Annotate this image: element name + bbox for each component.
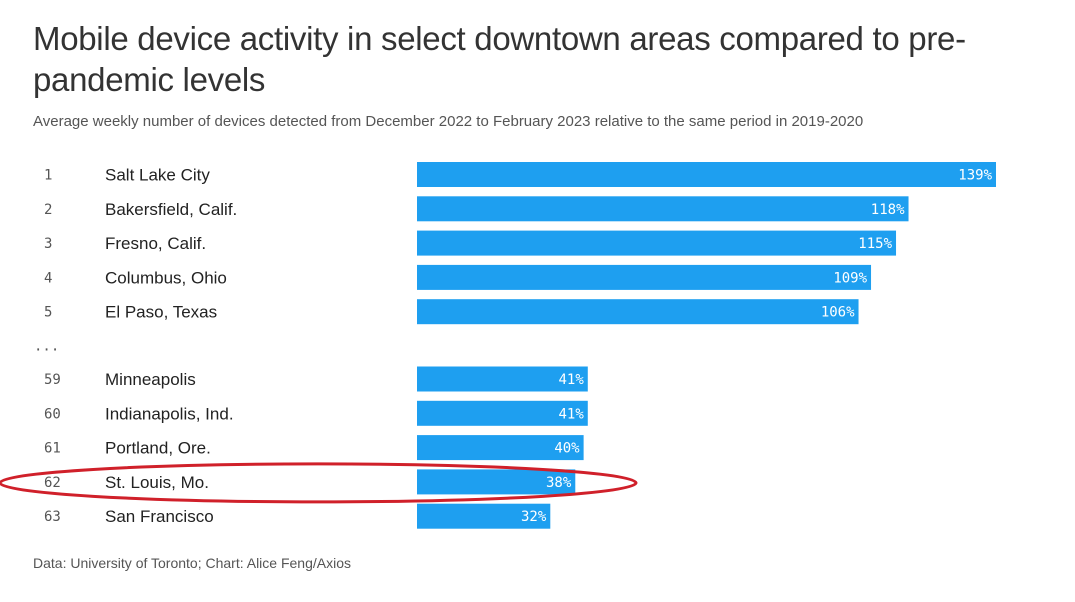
rank-label: 61 bbox=[44, 441, 61, 457]
rank-label: 60 bbox=[44, 406, 61, 422]
bar bbox=[417, 503, 551, 529]
ellipsis-label: ... bbox=[34, 339, 59, 355]
bar bbox=[417, 264, 872, 290]
bar bbox=[417, 162, 996, 187]
rank-label: 59 bbox=[44, 372, 61, 388]
bar bbox=[417, 196, 909, 222]
value-label: 139% bbox=[958, 168, 992, 184]
city-label: Columbus, Ohio bbox=[105, 268, 227, 287]
value-label: 41% bbox=[558, 406, 584, 422]
bar bbox=[417, 435, 584, 461]
chart-source: Data: University of Toronto; Chart: Alic… bbox=[33, 555, 351, 571]
bar bbox=[417, 299, 859, 325]
value-label: 32% bbox=[521, 509, 547, 525]
city-label: El Paso, Texas bbox=[105, 303, 217, 322]
city-label: San Francisco bbox=[105, 507, 214, 526]
rank-label: 4 bbox=[44, 270, 52, 286]
bar bbox=[417, 469, 576, 495]
city-label: Minneapolis bbox=[105, 370, 196, 389]
value-label: 41% bbox=[558, 372, 584, 388]
city-label: Salt Lake City bbox=[105, 166, 210, 185]
bar bbox=[417, 400, 588, 426]
city-label: Portland, Ore. bbox=[105, 439, 211, 458]
rank-label: 3 bbox=[44, 236, 52, 252]
city-label: Bakersfield, Calif. bbox=[105, 200, 237, 219]
rank-label: 2 bbox=[44, 202, 52, 218]
rank-label: 62 bbox=[44, 475, 61, 491]
value-label: 115% bbox=[858, 236, 892, 252]
value-label: 118% bbox=[871, 202, 905, 218]
chart-title: Mobile device activity in select downtow… bbox=[33, 20, 966, 98]
city-label: Fresno, Calif. bbox=[105, 234, 206, 253]
chart-subtitle: Average weekly number of devices detecte… bbox=[33, 113, 864, 130]
rank-label: 1 bbox=[44, 168, 52, 184]
city-label: Indianapolis, Ind. bbox=[105, 404, 234, 423]
city-label: St. Louis, Mo. bbox=[105, 473, 209, 492]
rank-label: 63 bbox=[44, 509, 61, 525]
value-label: 109% bbox=[833, 270, 867, 286]
bar bbox=[417, 366, 588, 392]
rank-label: 5 bbox=[44, 305, 52, 321]
value-label: 106% bbox=[821, 305, 855, 321]
value-label: 38% bbox=[546, 475, 572, 491]
bar bbox=[417, 230, 897, 256]
value-label: 40% bbox=[554, 441, 580, 457]
highlight-circle bbox=[0, 462, 638, 504]
